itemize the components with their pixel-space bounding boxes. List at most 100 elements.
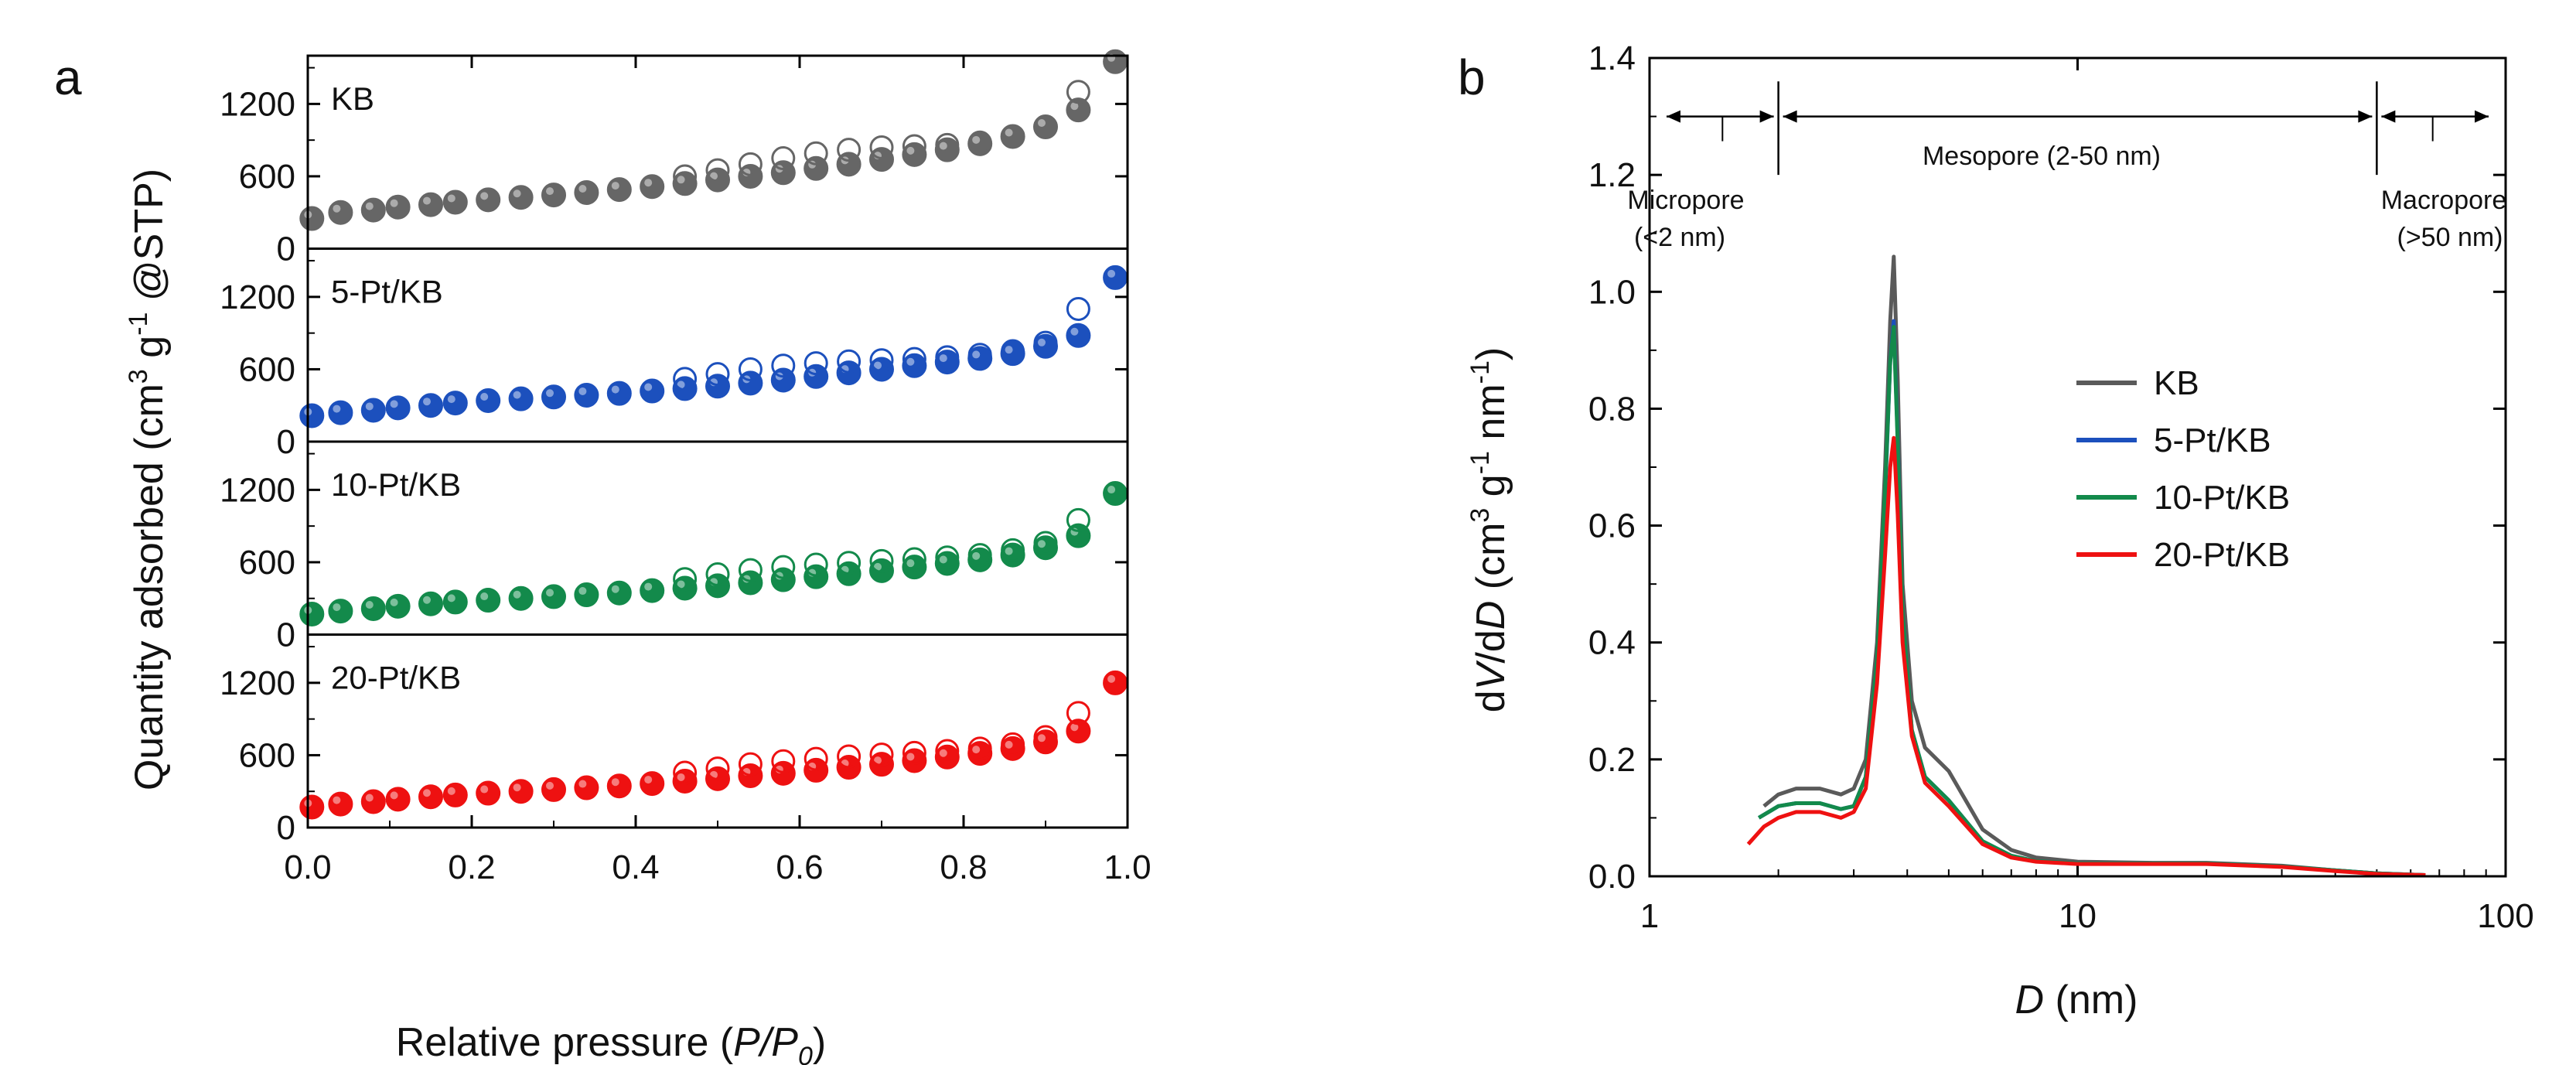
- y-tick-label: 0.0: [1588, 858, 1636, 896]
- point-highlight: [546, 589, 554, 597]
- adsorption-point: [418, 784, 443, 810]
- pore-region-arrows: [1667, 81, 2489, 176]
- desorption-point: [804, 552, 828, 577]
- desorption-point: [1033, 330, 1058, 355]
- point-highlight: [333, 796, 341, 804]
- point-highlight: [513, 590, 521, 599]
- desorption-point: [705, 362, 730, 387]
- desorption-point: [1066, 507, 1090, 532]
- point-highlight: [939, 354, 947, 363]
- desorption-point: [967, 736, 992, 761]
- x-tick-label: 0.4: [612, 848, 659, 886]
- adsorption-point: [869, 752, 894, 777]
- point-highlight: [939, 555, 947, 564]
- desorption-point: [738, 752, 763, 777]
- adsorption-point: [606, 177, 632, 203]
- point-highlight: [546, 389, 554, 398]
- macropore-range-label: (>50 nm): [2397, 223, 2503, 252]
- point-highlight: [644, 582, 653, 591]
- adsorption-point: [640, 174, 665, 200]
- desorption-point: [738, 152, 763, 176]
- point-highlight: [677, 580, 685, 589]
- point-highlight: [578, 780, 587, 788]
- y-tick-label: 1.0: [1588, 273, 1636, 311]
- adsorption-point: [770, 760, 796, 786]
- adsorption-point: [418, 192, 443, 217]
- point-highlight: [333, 204, 341, 213]
- adsorption-point: [299, 794, 325, 820]
- point-highlight: [365, 794, 374, 802]
- x-tick-label: 0.0: [284, 848, 331, 886]
- point-highlight: [513, 783, 521, 792]
- panel-a-y-title-sup1: 3: [124, 369, 153, 384]
- point-highlight: [480, 785, 489, 794]
- point-highlight: [447, 395, 455, 404]
- point-highlight: [906, 753, 915, 761]
- adsorption-point: [967, 547, 993, 572]
- macropore-arrow: [2381, 110, 2489, 123]
- series-line-10-pt-kb: [1758, 325, 2426, 877]
- adsorption-point: [328, 791, 353, 817]
- adsorption-point: [672, 376, 698, 401]
- adsorption-point: [869, 558, 894, 583]
- adsorption-point: [541, 777, 566, 802]
- desorption-point: [673, 164, 698, 189]
- micropore-label: Micropore: [1627, 186, 1744, 215]
- adsorption-point: [476, 780, 501, 806]
- point-highlight: [1005, 346, 1013, 354]
- point-highlight: [423, 196, 431, 205]
- point-highlight: [423, 596, 431, 604]
- point-highlight: [611, 385, 619, 394]
- adsorption-point: [606, 381, 632, 406]
- series-label: 20-Pt/KB: [331, 660, 461, 696]
- legend-label: 5-Pt/KB: [2154, 422, 2271, 459]
- adsorption-point: [328, 200, 353, 225]
- panel-b-x-title-unit: (nm): [2044, 978, 2138, 1022]
- adsorption-point: [360, 789, 386, 814]
- y-tick-label: 600: [239, 736, 295, 774]
- panel-a-y-title-sup2: -1: [124, 312, 153, 336]
- legend-label: 20-Pt/KB: [2154, 536, 2290, 574]
- point-highlight: [939, 749, 947, 757]
- adsorption-point: [770, 567, 796, 592]
- mesopore-arrow: [1783, 110, 2373, 123]
- point-highlight: [447, 787, 455, 795]
- adsorption-point: [869, 357, 894, 382]
- adsorption-point: [672, 171, 698, 196]
- desorption-point: [673, 760, 698, 785]
- point-highlight: [333, 404, 341, 413]
- adsorption-point: [418, 591, 443, 616]
- point-highlight: [906, 357, 915, 366]
- adsorption-point: [508, 779, 534, 804]
- panel-b-plot-area: 0.0 0.2 0.4 0.6 0.8 1.0 1.2 1.4 1 10 100 KB 5-Pt/KB 1…: [1588, 39, 2534, 935]
- x-tick-label: 100: [2477, 897, 2533, 935]
- adsorption-point: [1066, 323, 1091, 348]
- panel-b-x-axis-title: D (nm): [2015, 978, 2138, 1022]
- y-tick-label: 0: [277, 809, 295, 847]
- adsorption-point: [705, 374, 730, 399]
- adsorption-point: [508, 386, 534, 411]
- subplot-5-pt-kb: 0 600 1200 5-Pt/KB: [220, 247, 1128, 461]
- legend-label: 10-Pt/KB: [2154, 479, 2290, 517]
- y-tick-label: 1.2: [1588, 156, 1636, 194]
- adsorption-point: [902, 555, 927, 580]
- point-highlight: [972, 135, 981, 144]
- adsorption-point: [934, 551, 960, 576]
- point-highlight: [1038, 119, 1046, 128]
- adsorption-point: [804, 364, 829, 389]
- point-highlight: [546, 187, 554, 196]
- desorption-point: [935, 545, 960, 570]
- panel-b-y-axis-title: dV/dD (cm3 g-1 nm-1): [1465, 347, 1513, 712]
- desorption-point: [837, 349, 862, 374]
- point-highlight: [480, 392, 489, 401]
- panel-a-y-title-part1: Quantity adsorbed (cm: [127, 384, 172, 790]
- adsorption-point: [299, 206, 325, 231]
- y-tick-label: 1200: [220, 471, 295, 509]
- point-highlight: [677, 176, 685, 184]
- series-label: 5-Pt/KB: [331, 274, 443, 310]
- adsorption-point: [508, 585, 534, 611]
- desorption-point: [837, 744, 862, 769]
- desorption-point: [935, 132, 960, 157]
- adsorption-point: [476, 588, 501, 613]
